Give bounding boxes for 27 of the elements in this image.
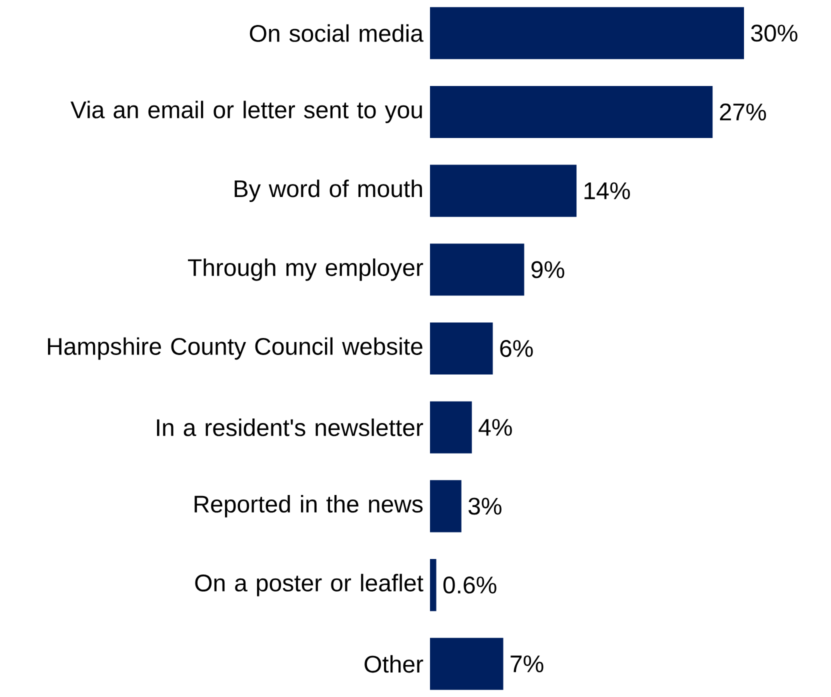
bar (430, 86, 713, 138)
data-label: 6% (500, 340, 533, 357)
bar (430, 559, 436, 612)
bar (430, 7, 744, 60)
bar (430, 401, 472, 454)
data-label: 3% (468, 498, 502, 515)
y-tick-label: Through my employer (188, 258, 424, 281)
y-tick-label: Reported in the news (194, 495, 423, 518)
data-label: 4% (478, 418, 512, 436)
y-tick-label: Via an email or letter sent to you (70, 100, 422, 124)
data-label: 14% (584, 182, 630, 200)
y-tick-label: Hampshire County Council website (48, 337, 422, 360)
y-tick-label: On social media (250, 24, 424, 42)
bar (430, 164, 577, 217)
y-tick-label: By word of mouth (234, 180, 422, 202)
bar (430, 322, 493, 375)
bar (430, 638, 504, 690)
data-label: 9% (532, 261, 564, 278)
y-tick-label: On a poster or leaflet (195, 574, 424, 596)
data-label: 27% (720, 104, 766, 120)
data-label: 7% (510, 655, 544, 672)
y-tick-label: In a resident's newsletter (157, 418, 424, 436)
bar (430, 480, 462, 532)
data-label: 0.6% (443, 576, 496, 594)
data-label: 30% (751, 24, 798, 42)
y-tick-label: Other (364, 655, 424, 673)
bar (430, 244, 524, 296)
